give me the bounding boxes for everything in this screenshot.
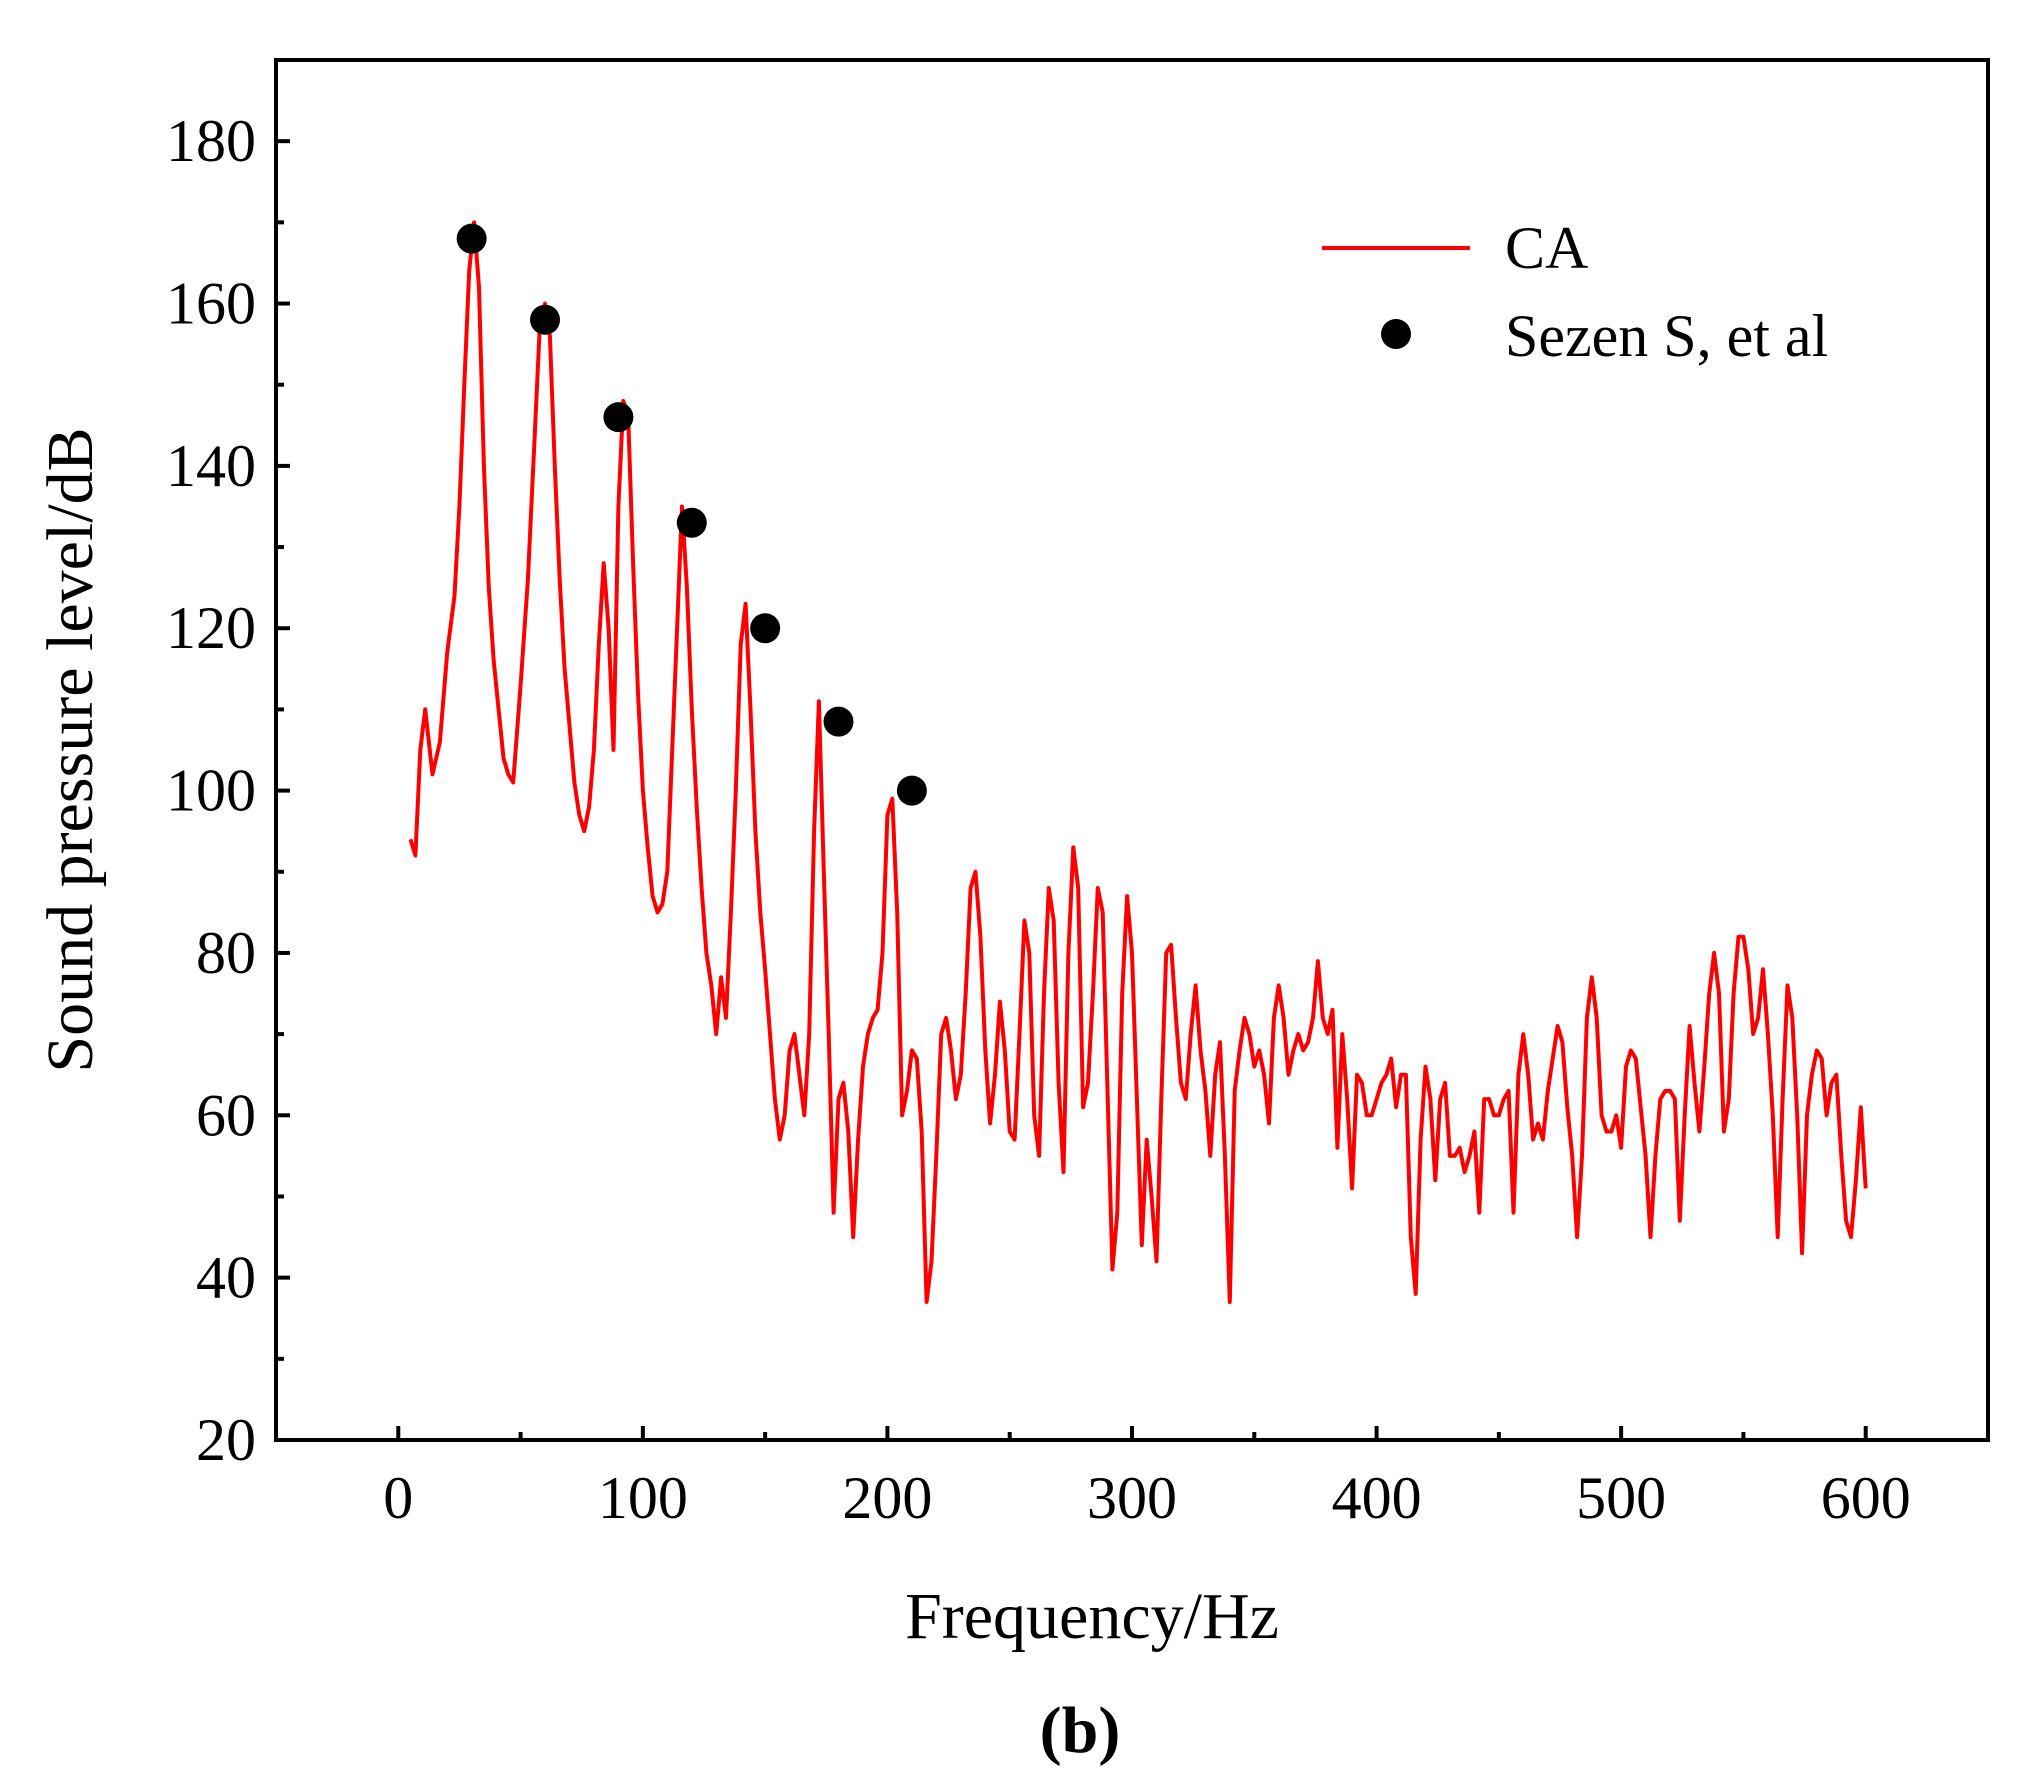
x-axis: 0 100 200 300 400 500 600	[383, 1426, 1911, 1531]
x-tick-label: 100	[598, 1465, 688, 1531]
y-tick-label: 40	[196, 1245, 256, 1311]
plot-frame	[274, 58, 1990, 1442]
y-tick-label: 160	[166, 271, 256, 337]
legend: CA Sezen S, et al	[1322, 215, 1828, 369]
x-tick-label: 300	[1087, 1465, 1177, 1531]
y-tick-label: 140	[166, 433, 256, 499]
legend-sezen-label: Sezen S, et al	[1505, 303, 1828, 369]
x-tick-label: 400	[1332, 1465, 1422, 1531]
plot-area	[408, 220, 1868, 1304]
legend-sezen-swatch	[1381, 319, 1411, 349]
x-axis-title: Frequency/Hz	[905, 1580, 1279, 1653]
x-tick-label: 500	[1576, 1465, 1666, 1531]
panel-label: (b)	[1040, 1694, 1121, 1767]
y-tick-label: 180	[166, 108, 256, 174]
sezen-data-point	[896, 775, 927, 806]
y-tick-label: 60	[196, 1082, 256, 1148]
sezen-data-point	[530, 304, 561, 335]
sezen-data-point	[750, 613, 781, 644]
y-tick-label: 120	[166, 595, 256, 661]
sezen-data-point	[823, 706, 854, 737]
series-ca-line	[408, 220, 1868, 1304]
sezen-data-point	[456, 223, 487, 254]
x-tick-label: 600	[1821, 1465, 1911, 1531]
y-tick-label: 80	[196, 920, 256, 986]
legend-ca-label: CA	[1505, 215, 1588, 281]
x-tick-label: 0	[383, 1465, 413, 1531]
y-tick-label: 20	[196, 1407, 256, 1473]
x-tick-label: 200	[842, 1465, 932, 1531]
sezen-data-point	[676, 507, 707, 538]
y-tick-label: 100	[166, 758, 256, 824]
y-axis: 20 40 60 80 100 120 140 160 180	[166, 108, 290, 1473]
sezen-data-point	[603, 402, 634, 433]
y-axis-title: Sound pressure level/dB	[34, 427, 107, 1072]
